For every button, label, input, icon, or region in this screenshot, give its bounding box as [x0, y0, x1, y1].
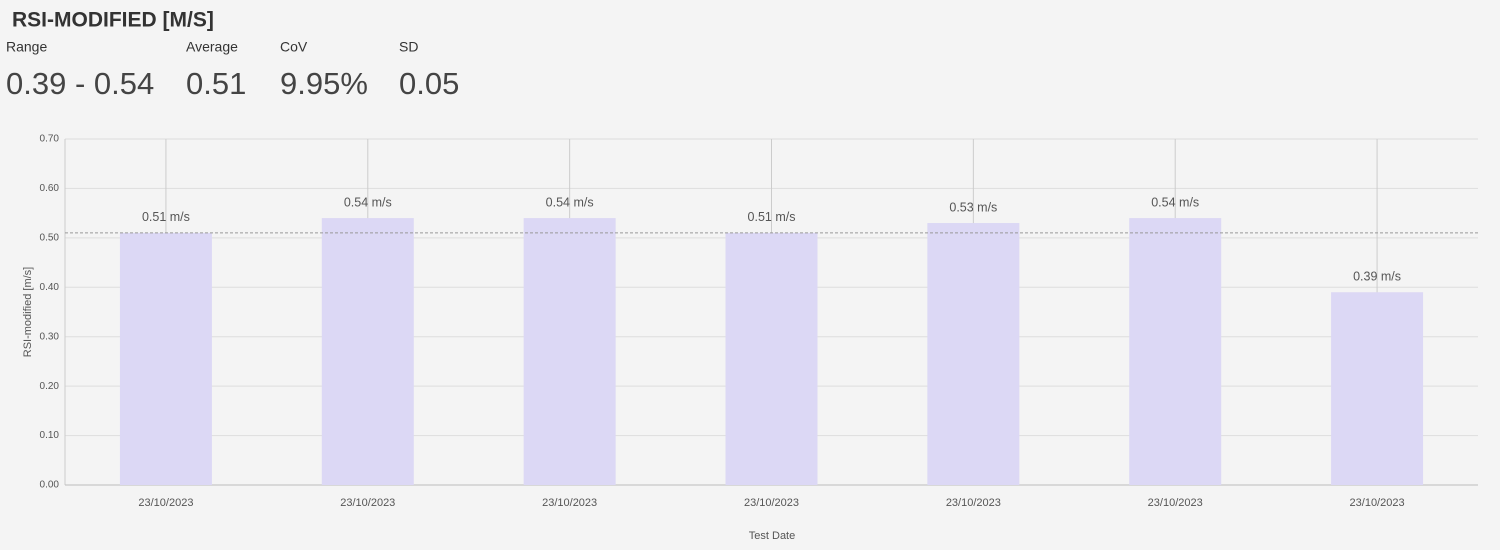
y-tick-label: 0.30 [40, 331, 60, 342]
stat-label: CoV [280, 39, 308, 55]
x-tick-label: 23/10/2023 [1148, 497, 1203, 509]
x-tick-label: 23/10/2023 [946, 497, 1001, 509]
value-label: 0.54 m/s [1151, 195, 1199, 209]
x-tick-label: 23/10/2023 [1350, 497, 1405, 509]
stat-label: Range [6, 39, 47, 55]
x-tick-label: 23/10/2023 [542, 497, 597, 509]
y-tick-label: 0.70 [40, 134, 60, 145]
bar [1129, 218, 1222, 486]
x-tick-label: 23/10/2023 [744, 497, 799, 509]
bar [725, 232, 818, 485]
stat-value: 9.95% [280, 66, 368, 101]
stat-value: 0.05 [399, 66, 459, 101]
x-tick-label: 23/10/2023 [340, 497, 395, 509]
value-label: 0.39 m/s [1353, 270, 1401, 284]
bar [523, 218, 616, 486]
stat-label: SD [399, 39, 418, 55]
y-tick-label: 0.60 [40, 183, 60, 194]
stat-value: 0.51 [186, 66, 246, 101]
value-label: 0.53 m/s [949, 200, 997, 214]
bar [119, 232, 212, 485]
stat-value: 0.39 - 0.54 [6, 66, 154, 101]
y-axis-title: RSI-modified [m/s] [22, 267, 34, 357]
page-title: RSI-MODIFIED [M/S] [12, 9, 214, 32]
x-axis-title: Test Date [749, 530, 795, 542]
bar [1331, 292, 1424, 485]
value-label: 0.51 m/s [142, 210, 190, 224]
value-label: 0.51 m/s [748, 210, 796, 224]
value-label: 0.54 m/s [344, 195, 392, 209]
stat-label: Average [186, 39, 238, 55]
y-tick-label: 0.10 [40, 430, 60, 441]
y-tick-label: 0.50 [40, 232, 60, 243]
y-tick-label: 0.40 [40, 282, 60, 293]
x-tick-label: 23/10/2023 [138, 497, 193, 509]
bar [927, 223, 1020, 485]
bar [321, 218, 414, 486]
value-label: 0.54 m/s [546, 195, 594, 209]
y-tick-label: 0.00 [40, 480, 60, 491]
y-tick-label: 0.20 [40, 381, 60, 392]
